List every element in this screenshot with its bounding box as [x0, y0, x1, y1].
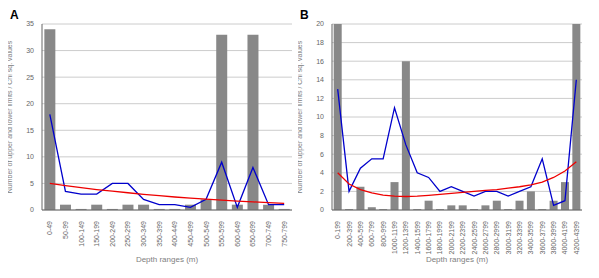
svg-text:8: 8: [320, 132, 324, 139]
svg-text:600-649: 600-649: [234, 221, 241, 247]
svg-text:150-199: 150-199: [93, 221, 100, 247]
svg-text:10: 10: [316, 113, 324, 120]
svg-text:4000-4199: 4000-4199: [561, 221, 568, 255]
svg-text:500-549: 500-549: [203, 221, 210, 247]
svg-text:15: 15: [26, 127, 34, 134]
svg-text:2000-2199: 2000-2199: [448, 221, 455, 255]
svg-text:3600-3799: 3600-3799: [539, 221, 546, 255]
svg-text:2400-2599: 2400-2599: [471, 221, 478, 255]
svg-text:3200-3399: 3200-3399: [516, 221, 523, 255]
svg-text:50-99: 50-99: [62, 221, 69, 239]
svg-text:3400-3599: 3400-3599: [527, 221, 534, 255]
svg-text:1400-1599: 1400-1599: [414, 221, 421, 255]
svg-text:3000-3199: 3000-3199: [505, 221, 512, 255]
svg-text:1600-1799: 1600-1799: [425, 221, 432, 255]
svg-text:2800-2999: 2800-2999: [493, 221, 500, 255]
svg-text:14: 14: [316, 76, 324, 83]
svg-text:350-399: 350-399: [156, 221, 163, 247]
svg-text:25: 25: [26, 74, 34, 81]
svg-text:2: 2: [320, 188, 324, 195]
svg-text:200-249: 200-249: [109, 221, 116, 247]
svg-text:20: 20: [26, 100, 34, 107]
svg-text:450-499: 450-499: [187, 221, 194, 247]
svg-text:0-49: 0-49: [46, 221, 53, 235]
svg-text:0: 0: [30, 206, 34, 213]
svg-text:18: 18: [316, 39, 324, 46]
svg-text:1000-1199: 1000-1199: [391, 221, 398, 254]
svg-text:10: 10: [26, 153, 34, 160]
svg-text:750-799: 750-799: [281, 221, 288, 247]
html-text:A: A: [10, 8, 19, 22]
svg-text:20: 20: [316, 20, 324, 27]
svg-text:4200-4399: 4200-4399: [573, 221, 580, 255]
svg-text:1200-1399: 1200-1399: [402, 221, 409, 255]
svg-text:35: 35: [26, 20, 34, 27]
svg-text:5: 5: [30, 180, 34, 187]
svg-text:Number of upper and lower limi: Number of upper and lower limits / Chi s…: [8, 40, 14, 193]
svg-text:30: 30: [26, 47, 34, 54]
svg-text:550-599: 550-599: [218, 221, 225, 247]
svg-text:6: 6: [320, 151, 324, 158]
svg-text:1800-1999: 1800-1999: [436, 221, 443, 255]
svg-text:300-349: 300-349: [140, 221, 147, 247]
svg-text:0: 0: [320, 206, 324, 213]
svg-text:100-149: 100-149: [78, 221, 85, 247]
svg-text:Number of upper and lower limi: Number of upper and lower limits / Chi s…: [298, 40, 304, 193]
svg-text:Depth ranges (m): Depth ranges (m): [426, 255, 489, 264]
svg-text:3800-3999: 3800-3999: [550, 221, 557, 255]
svg-text:0-199: 0-199: [334, 221, 341, 239]
svg-text:2600-2799: 2600-2799: [482, 221, 489, 255]
svg-text:4: 4: [320, 169, 324, 176]
svg-text:400-599: 400-599: [357, 221, 364, 247]
svg-text:650-699: 650-699: [249, 221, 256, 247]
svg-text:Depth ranges (m): Depth ranges (m): [136, 255, 199, 264]
svg-text:200-399: 200-399: [346, 221, 353, 247]
svg-text:800-999: 800-999: [380, 221, 387, 247]
svg-text:12: 12: [316, 95, 324, 102]
svg-text:700-749: 700-749: [265, 221, 272, 247]
svg-text:16: 16: [316, 58, 324, 65]
html-text:B: B: [300, 8, 309, 22]
svg-text:2200-2399: 2200-2399: [459, 221, 466, 255]
svg-text:400-449: 400-449: [171, 221, 178, 247]
svg-text:250-299: 250-299: [124, 221, 131, 247]
svg-text:600-799: 600-799: [368, 221, 375, 247]
